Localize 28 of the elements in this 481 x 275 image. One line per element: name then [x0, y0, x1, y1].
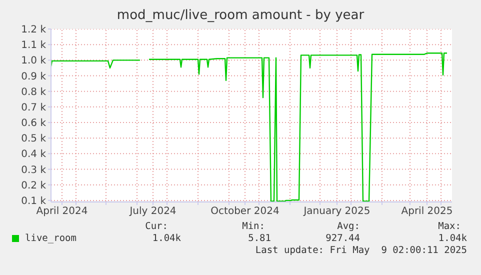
text: 5.81 [248, 233, 271, 244]
chart-title: mod_muc/live_room amount - by year [116, 8, 366, 23]
text: Last update: Fri May 9 02:00:11 2025 [255, 245, 467, 256]
y-tick-label: 0.8 k [21, 86, 46, 98]
legend-label: live_room [25, 233, 76, 244]
y-tick-label: 0.4 k [21, 149, 46, 160]
y-tick-label: 0.3 k [21, 164, 46, 176]
y-tick-label: 0.5 k [21, 134, 46, 145]
text: Cur: [145, 221, 168, 232]
text: Min: [242, 221, 265, 232]
y-tick-label: 1.0 k [21, 56, 46, 67]
y-tick-label: 1.2 k [21, 24, 46, 36]
text: 1.04k [152, 233, 181, 244]
y-tick-label: 0.7 k [21, 102, 46, 114]
x-tick-label: July 2024 [128, 206, 176, 218]
text: Max: [438, 221, 461, 232]
y-tick-label: 1.1 k [21, 40, 46, 52]
x-tick-label: April 2025 [401, 206, 453, 218]
x-tick-label: April 2024 [36, 206, 88, 218]
x-tick-label: October 2024 [210, 206, 280, 218]
y-tick-label: 0.2 k [21, 180, 46, 192]
y-tick-label: 0.1 k [21, 196, 46, 207]
y-tick-label: 0.9 k [21, 71, 46, 82]
text: 1.04k [438, 233, 467, 244]
y-tick-label: 0.6 k [21, 118, 46, 130]
text: 927.44 [326, 233, 360, 244]
x-tick-label: January 2025 [302, 206, 370, 218]
text: Avg: [337, 221, 360, 232]
